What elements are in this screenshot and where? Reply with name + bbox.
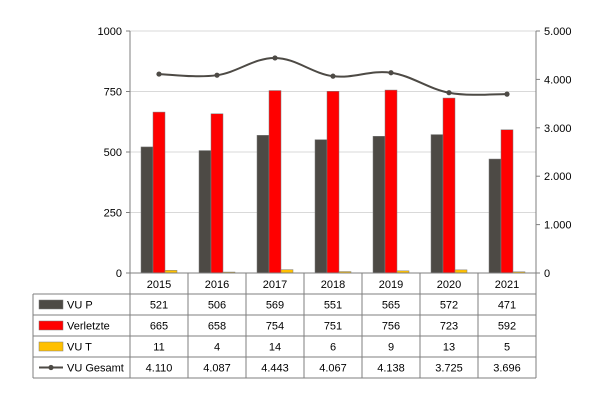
line-point	[388, 70, 394, 76]
bar-verletzte	[326, 91, 340, 274]
legend-key-marker	[48, 364, 54, 371]
data-label: 551	[324, 300, 342, 312]
bar-verletzte	[210, 113, 224, 274]
data-label: 471	[498, 300, 516, 312]
data-label: 751	[324, 321, 342, 333]
data-label: 658	[208, 321, 226, 333]
bar-verletzte	[268, 90, 282, 274]
category-label: 2016	[205, 279, 229, 291]
line-point	[504, 91, 510, 97]
right-tick-label: 1.000	[544, 220, 572, 232]
right-tick-label: 5.000	[544, 26, 572, 38]
bar-verletzte	[500, 129, 514, 274]
bar-vu-p	[372, 136, 386, 274]
right-tick-label: 0	[544, 268, 550, 280]
data-label: 665	[150, 321, 168, 333]
legend-label: Verletzte	[67, 321, 110, 333]
data-label: 4	[214, 342, 220, 354]
line-point	[272, 55, 278, 61]
bar-vu-p	[314, 139, 328, 274]
data-label: 3.696	[493, 363, 521, 375]
line-point	[330, 73, 336, 79]
bar-verletzte	[152, 111, 166, 274]
category-label: 2017	[263, 279, 287, 291]
data-label: 14	[269, 342, 281, 354]
line-point	[446, 90, 452, 96]
bar-vu-p	[430, 134, 444, 274]
legend-key-verletzte	[38, 320, 64, 331]
data-label: 756	[382, 321, 400, 333]
right-tick-label: 2.000	[544, 171, 572, 183]
data-label: 4.067	[319, 363, 347, 375]
data-label: 5	[504, 342, 510, 354]
data-label: 6	[330, 342, 336, 354]
data-label: 4.110	[146, 363, 173, 375]
left-tick-label: 250	[104, 208, 122, 220]
bar-verletzte	[384, 89, 398, 274]
data-label: 521	[150, 300, 168, 312]
bar-vu-p	[198, 150, 212, 274]
data-label: 723	[440, 321, 458, 333]
category-label: 2020	[437, 279, 461, 291]
bar-vu-p	[256, 135, 270, 274]
bar-verletzte	[442, 97, 456, 274]
data-label: 9	[388, 342, 394, 354]
legend-label: VU T	[67, 342, 92, 354]
data-label: 4.138	[377, 363, 405, 375]
data-label: 4.443	[261, 363, 289, 375]
data-label: 569	[266, 300, 284, 312]
bar-vu-p	[488, 158, 502, 274]
bar-vu-t	[280, 269, 294, 274]
left-tick-label: 0	[116, 268, 122, 280]
legend-key-vu-p	[38, 299, 64, 310]
category-label: 2018	[321, 279, 345, 291]
line-point	[214, 72, 220, 78]
bar-vu-p	[140, 146, 154, 274]
data-label: 565	[382, 300, 400, 312]
category-label: 2019	[379, 279, 403, 291]
category-label: 2015	[147, 279, 171, 291]
legend-key-vu-t	[38, 341, 64, 352]
left-tick-label: 500	[104, 147, 122, 159]
right-tick-label: 4.000	[544, 74, 572, 86]
right-tick-label: 3.000	[544, 123, 572, 135]
data-label: 506	[208, 300, 226, 312]
data-label: 13	[443, 342, 455, 354]
left-tick-label: 750	[104, 87, 122, 99]
legend-label: VU P	[67, 300, 93, 312]
data-label: 11	[153, 342, 164, 354]
data-label: 592	[498, 321, 516, 333]
legend-label: VU Gesamt	[67, 363, 124, 375]
left-tick-label: 1000	[98, 26, 122, 38]
line-point	[156, 71, 162, 77]
data-label: 572	[440, 300, 458, 312]
data-label: 4.087	[203, 363, 231, 375]
category-label: 2021	[495, 279, 519, 291]
data-label: 754	[266, 321, 284, 333]
data-label: 3.725	[435, 363, 463, 375]
